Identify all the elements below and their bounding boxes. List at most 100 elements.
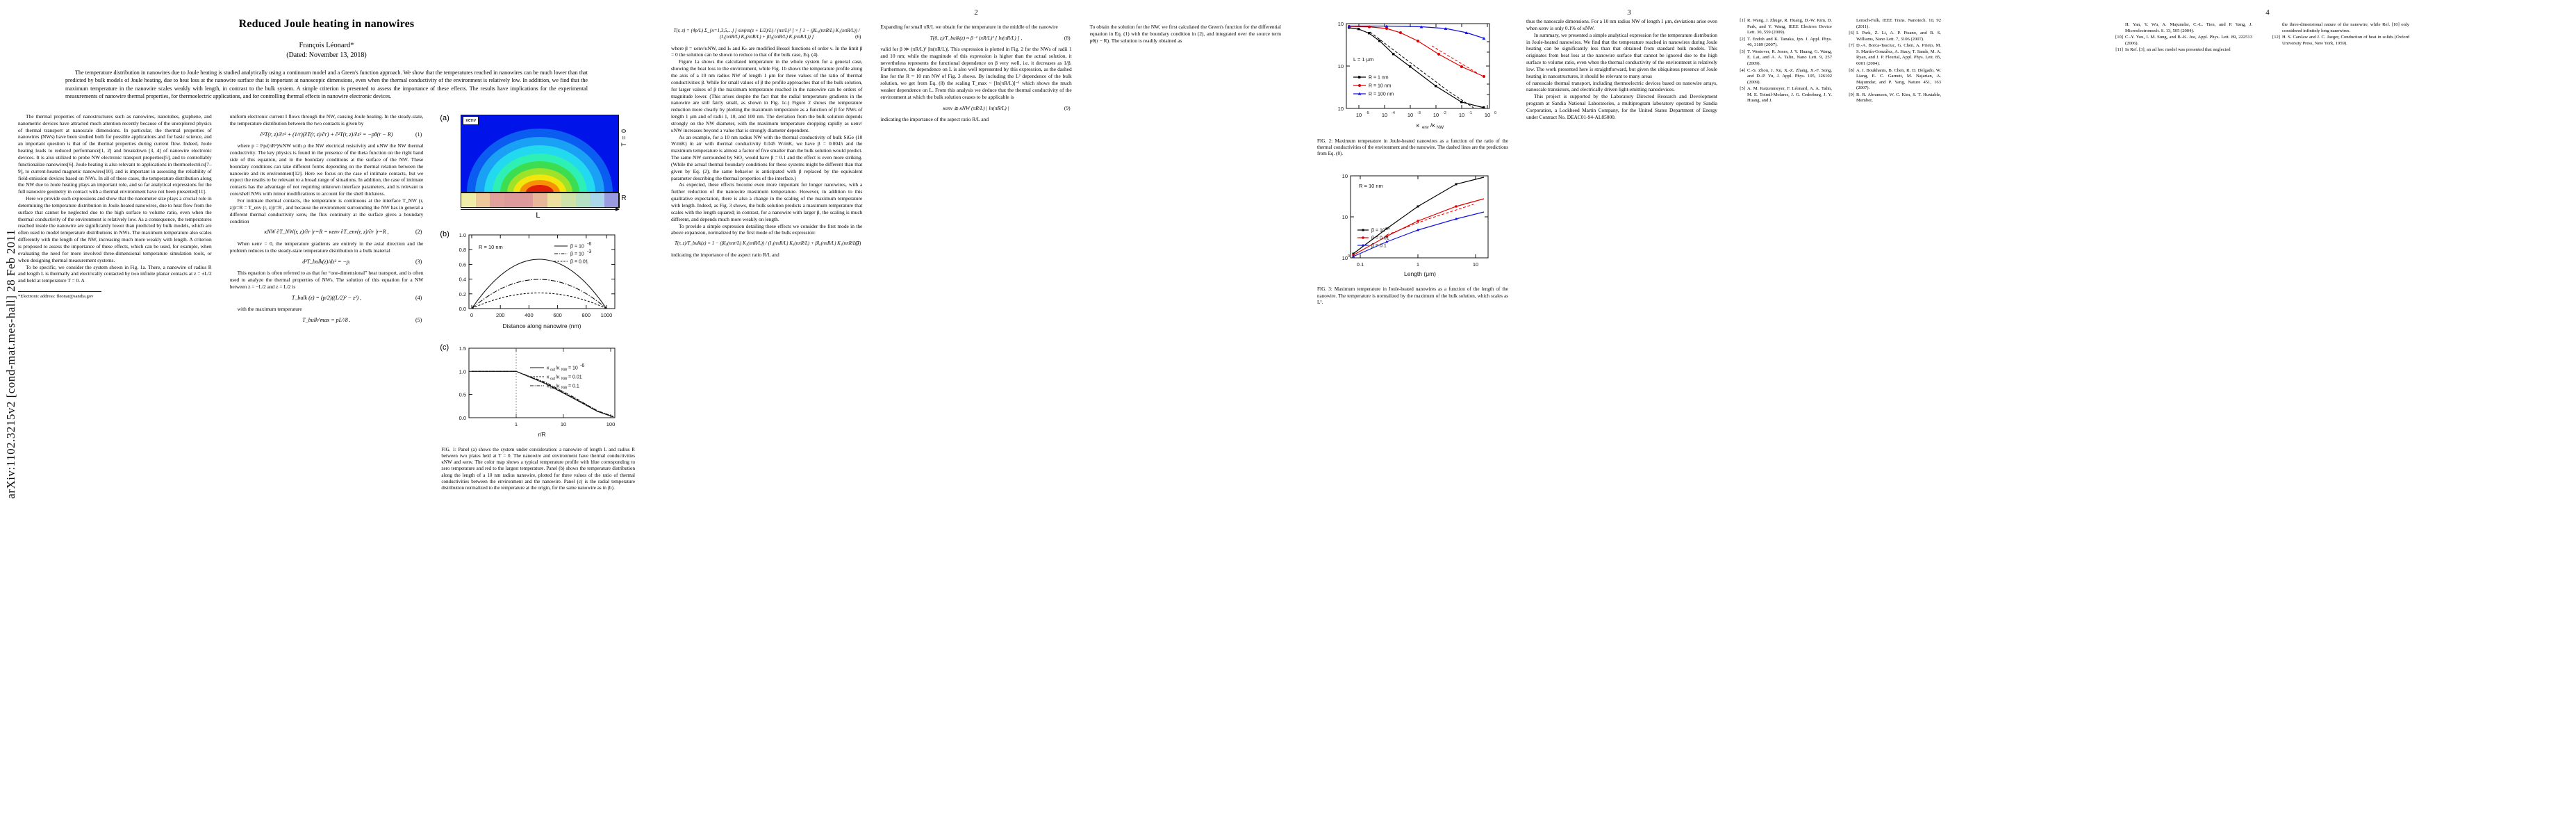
page3-columns: 10 10 10 10 -5 (1299, 18, 1959, 306)
svg-text:L = 1 μm: L = 1 μm (1353, 56, 1373, 63)
date-line: (Dated: November 13, 2018) (286, 51, 367, 59)
svg-text:-2: -2 (1443, 111, 1446, 115)
svg-text:R = 10 nm: R = 10 nm (1359, 183, 1383, 189)
svg-text:10: 10 (1407, 112, 1413, 118)
figure-1-caption: FIG. 1: Panel (a) shows the system under… (441, 446, 636, 491)
document-page-1[interactable]: arXiv:1102.3215v2 [cond-mat.mes-hall] 28… (0, 0, 653, 834)
page3-figure-column: 10 10 10 10 -5 (1317, 18, 1508, 306)
svg-text:400: 400 (525, 312, 534, 318)
reference-text: I. Park, Z. Li, A. P. Pisano, and R. S. … (1856, 31, 1941, 42)
equation-body: κenv ≳ κNW (πR/L) | ln(πR/L) | (943, 104, 1009, 111)
svg-text:10: 10 (1485, 112, 1490, 118)
reference-item: [3] T. Westover, R. Jones, J. Y. Huang, G… (1735, 49, 1832, 67)
equation-body: T(0, z)/T_bulk(z) ≈ β⁻¹ (πR/L)² [ ln(πR/… (930, 34, 1023, 41)
reference-item: H. Yan, Y. Wu, A. Majumdar, C.-L. Tien, … (2113, 22, 2252, 34)
figure-1-panel-b: (b) 0.0 (440, 229, 635, 338)
page1-column-3-figure: (a) κenv T = 0 (440, 113, 636, 491)
figure-2-caption: FIG. 2: Maximum temperature in Joule-hea… (1317, 138, 1508, 157)
reference-number: [4] (1740, 67, 1745, 73)
svg-text:200: 200 (496, 312, 505, 318)
reference-list-left: [1] R. Wang, J. Zhuge, R. Huang, D.-W. Ki… (1735, 18, 1832, 306)
svg-text:/κ: /κ (556, 366, 560, 370)
svg-text:-4: -4 (1392, 111, 1395, 115)
reference-item: [6] I. Park, Z. Li, A. P. Pisano, and R. … (1844, 31, 1941, 42)
length-label: L (536, 211, 540, 220)
reference-item: [7] D.-A. Borca-Tasciuc, G. Chen, A. Prie… (1844, 43, 1941, 67)
page1-column-1: The thermal properties of nanostructures… (18, 113, 212, 491)
svg-text:10: 10 (1433, 112, 1439, 118)
equation-body: T_bulk (z) = (p/2)((L/2)² − z²) , (291, 294, 362, 301)
paragraph: As an example, for a 10 nm radius NW wit… (671, 133, 863, 181)
document-page-3[interactable]: 3 10 10 (1299, 0, 1959, 834)
reference-item: [4] C.-S. Zhou, J. Xu, X.-Z. Zhang, X.-F.… (1735, 68, 1832, 86)
document-page-4[interactable]: 4 H. Yan, Y. Wu, A. Majumdar, C.-L. Tien… (1959, 0, 2576, 834)
footnote-divider (18, 291, 101, 293)
reference-text: A. I. Boukhanis, B. Chen, R. D. Delgado,… (1856, 67, 1941, 91)
contour-map (461, 114, 620, 193)
panel-b-label: (b) (440, 229, 449, 238)
body-columns: The thermal properties of nanostructures… (0, 113, 653, 491)
equation-7: T(r, z)/T_bulk(z) = 1 − (βI₀(nπr/L) K₁(n… (671, 240, 862, 247)
svg-text:NW: NW (561, 368, 568, 372)
svg-text:10: 10 (1342, 173, 1348, 179)
reference-item: [11] In Ref. [3], an ad hoc model was pre… (2113, 47, 2252, 54)
nanowire-bar (461, 192, 620, 208)
paragraph: Figure 1a shows the calculated temperatu… (671, 58, 863, 133)
svg-text:10: 10 (1342, 255, 1348, 261)
svg-text:-3: -3 (587, 250, 591, 254)
reference-item: [2] T. Endoh and K. Tanaka, Jpn. J. Appl.… (1735, 37, 1832, 49)
svg-text:β = 10: β = 10 (1371, 228, 1385, 233)
equation-number: (1) (415, 131, 422, 138)
svg-text:1.0: 1.0 (459, 232, 466, 238)
figure-1: (a) κenv T = 0 (440, 113, 636, 491)
reference-item: [9] R. R. Abramson, W. C. Kim, S. T. Huxt… (1844, 92, 1941, 104)
svg-text:β = 10: β = 10 (570, 252, 584, 256)
paragraph: of nanoscale thermal transport, includin… (1526, 79, 1717, 93)
svg-text:10: 10 (1459, 112, 1464, 118)
svg-text:0: 0 (1494, 111, 1496, 115)
svg-text:NW: NW (561, 386, 568, 390)
svg-text:out: out (550, 377, 556, 381)
figure-3-plot[interactable]: 10 0 10 10 0.1 1 10 Length (μm) R = 10 nm (1317, 170, 1506, 281)
svg-text:NW: NW (561, 377, 568, 381)
svg-text:Length (μm): Length (μm) (1404, 270, 1436, 277)
figure-3-caption: FIG. 3: Maximum temperature in Joule-hea… (1317, 286, 1508, 305)
panel-b-plot[interactable]: 0.0 0.2 0.4 0.6 0.8 1.0 (441, 231, 630, 336)
reference-text: T. Endoh and K. Tanaka, Jpn. J. Appl. Ph… (1747, 36, 1832, 48)
svg-text:10: 10 (1473, 261, 1478, 268)
reference-number: [8] (1849, 67, 1854, 73)
radius-label: R (621, 194, 627, 202)
reference-number: [5] (1740, 86, 1745, 92)
figure-2-plot[interactable]: 10 10 10 10 -5 (1317, 18, 1506, 133)
reference-text: H. Yan, Y. Wu, A. Majumdar, C.-L. Tien, … (2125, 22, 2252, 33)
svg-text:1.5: 1.5 (459, 345, 466, 352)
page4-reference-list-right: the three-dimensional nature of the nano… (2270, 22, 2409, 54)
svg-text:β = 0.1: β = 0.1 (1371, 243, 1387, 248)
equation-3: d²T_bulk(z)/dz² = −p. (3) (230, 259, 424, 266)
paragraph: where p = I²ρ/(πR²)²κNW with ρ the NW el… (229, 142, 424, 197)
svg-text:-6: -6 (580, 363, 584, 368)
svg-text:0: 0 (470, 312, 473, 318)
equation-8: T(0, z)/T_bulk(z) ≈ β⁻¹ (πR/L)² [ ln(πR/… (880, 35, 1071, 42)
svg-text:/κ: /κ (556, 375, 560, 379)
reference-text: C.-Y. You, I. M. Sung, and B.-K. Joe, Ap… (2125, 35, 2252, 46)
page4-spacer (1977, 22, 2095, 54)
panel-c-plot[interactable]: 0.0 0.5 1.0 1.5 (441, 344, 630, 441)
svg-text:R = 1 nm: R = 1 nm (1369, 76, 1389, 81)
svg-text:0.2: 0.2 (459, 291, 466, 297)
reference-number: [6] (1849, 31, 1854, 36)
paragraph: As expected, these effects become even m… (671, 181, 863, 222)
page4-columns: H. Yan, Y. Wu, A. Majumdar, C.-L. Tien, … (1959, 22, 2576, 54)
svg-text:out: out (550, 386, 556, 390)
equation-body: d²T_bulk(z)/dz² = −p. (302, 258, 351, 265)
svg-text:NW: NW (1437, 126, 1444, 130)
paragraph: valid for β ≫ (πR/L)² |ln(πR/L)|. This e… (880, 45, 1072, 100)
equation-number: (5) (415, 317, 422, 324)
svg-text:100: 100 (606, 421, 616, 427)
figure-3: 10 0 10 10 0.1 1 10 Length (μm) R = 10 nm (1317, 170, 1508, 306)
document-page-2[interactable]: 2 T(r, z) = (4p/L) Σ_{n=1,3,5,...} [ sin… (653, 0, 1299, 834)
reference-item: Lensch-Falk, IEEE Trans. Nanotech. 10, 9… (1844, 18, 1941, 30)
reference-text: Lensch-Falk, IEEE Trans. Nanotech. 10, 9… (1856, 18, 1941, 29)
svg-text:10: 10 (1342, 214, 1348, 220)
